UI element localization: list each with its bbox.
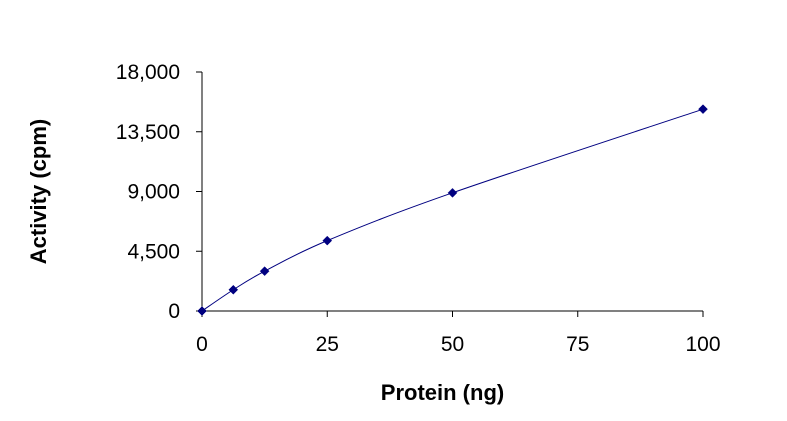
x-tick-label: 100 xyxy=(685,333,720,356)
data-point xyxy=(259,266,270,277)
series-line xyxy=(201,108,704,312)
data-point xyxy=(228,284,239,295)
y-tick-label: 4,500 xyxy=(127,240,180,263)
data-point xyxy=(197,306,207,316)
x-tick-label: 50 xyxy=(441,333,464,356)
y-tick-label: 18,000 xyxy=(116,61,180,84)
ticks: 0 4,500 9,000 13,500 18,000 0 25 50 75 100 xyxy=(116,61,721,356)
data-point xyxy=(447,187,458,198)
x-tick-label: 25 xyxy=(316,333,339,356)
x-tick-label: 75 xyxy=(566,333,589,356)
y-tick-label: 13,500 xyxy=(116,121,180,144)
data-point xyxy=(322,235,333,246)
series-layer xyxy=(197,104,708,316)
y-tick-label: 9,000 xyxy=(127,181,180,204)
data-point xyxy=(698,104,708,115)
x-tick-label: 0 xyxy=(196,333,208,356)
x-axis-title: Protein (ng) xyxy=(381,380,504,405)
y-axis-title: Activity (cpm) xyxy=(26,119,51,264)
y-tick-label: 0 xyxy=(168,300,180,323)
